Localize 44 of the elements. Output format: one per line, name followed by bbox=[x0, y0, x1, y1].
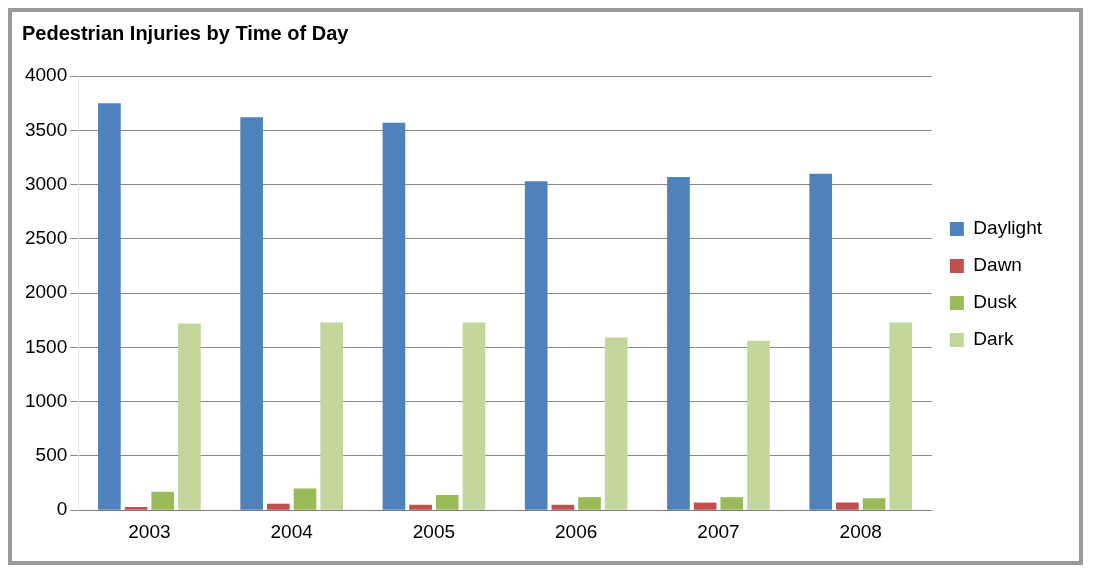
y-tick-label: 2000 bbox=[24, 281, 68, 303]
bar bbox=[151, 491, 175, 510]
legend-label: Dawn bbox=[973, 254, 1022, 276]
y-tick-label: 0 bbox=[56, 498, 68, 520]
x-tick-label: 2004 bbox=[270, 520, 314, 542]
legend-label: Daylight bbox=[973, 217, 1043, 239]
bar bbox=[240, 117, 263, 510]
bar bbox=[747, 340, 770, 510]
bar bbox=[578, 497, 601, 510]
bar bbox=[409, 504, 432, 510]
bar bbox=[98, 103, 121, 510]
bar bbox=[720, 497, 744, 510]
x-tick-label: 2008 bbox=[839, 520, 882, 542]
x-tick-label: 2005 bbox=[412, 520, 456, 542]
legend-label: Dusk bbox=[973, 291, 1018, 313]
chart-title: Pedestrian Injuries by Time of Day bbox=[22, 21, 350, 44]
bar bbox=[124, 506, 148, 510]
bar bbox=[178, 323, 201, 510]
bar bbox=[604, 337, 628, 510]
y-tick-label: 4000 bbox=[24, 64, 68, 86]
bar bbox=[551, 504, 575, 510]
bar bbox=[809, 173, 833, 510]
y-tick-label: 2500 bbox=[24, 227, 68, 249]
bar bbox=[862, 498, 886, 510]
legend-label: Dark bbox=[973, 328, 1014, 350]
bar bbox=[293, 488, 317, 510]
x-tick-label: 2003 bbox=[128, 520, 171, 542]
y-tick-label: 3000 bbox=[24, 172, 68, 194]
bar bbox=[889, 322, 913, 510]
y-tick-label: 1500 bbox=[24, 335, 68, 357]
bar bbox=[667, 176, 690, 510]
y-tick-label: 500 bbox=[35, 444, 68, 466]
bar bbox=[462, 322, 486, 510]
bar bbox=[693, 502, 717, 510]
y-tick-label: 3500 bbox=[24, 118, 68, 140]
bar bbox=[266, 503, 290, 510]
y-tick-label: 1000 bbox=[24, 389, 68, 411]
x-tick-label: 2006 bbox=[555, 520, 598, 542]
bar bbox=[435, 495, 459, 510]
bar bbox=[524, 181, 548, 510]
bar bbox=[836, 502, 859, 510]
bar bbox=[382, 122, 406, 510]
x-tick-label: 2007 bbox=[697, 520, 740, 542]
bar bbox=[320, 322, 344, 510]
